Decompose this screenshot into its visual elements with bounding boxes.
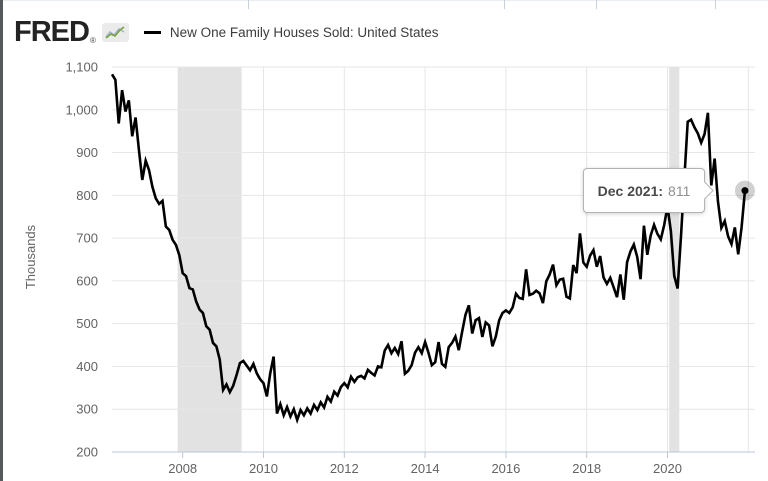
x-axis-tick-label: 2020 bbox=[653, 461, 682, 476]
y-axis-tick-label: 400 bbox=[76, 359, 98, 374]
y-axis-tick-label: 800 bbox=[76, 188, 98, 203]
y-axis-tick-label: 1,000 bbox=[65, 102, 98, 117]
x-axis-tick-label: 2014 bbox=[411, 461, 440, 476]
data-point-dot[interactable] bbox=[741, 187, 749, 195]
y-axis-tick-label: 500 bbox=[76, 316, 98, 331]
x-axis-tick-label: 2012 bbox=[330, 461, 359, 476]
recession-band bbox=[177, 67, 242, 452]
chart-header: FRED ® New One Family Houses Sold: Unite… bbox=[14, 15, 438, 49]
fred-logo[interactable]: FRED bbox=[14, 16, 90, 48]
x-axis-tick-label: 2008 bbox=[168, 461, 197, 476]
data-line-series[interactable] bbox=[110, 73, 747, 425]
x-axis-tick-label: 2016 bbox=[491, 461, 520, 476]
top-edge-tick bbox=[248, 0, 249, 9]
top-edge-tick bbox=[596, 0, 597, 9]
x-axis-tick-label: 2018 bbox=[572, 461, 601, 476]
y-axis-tick-label: 700 bbox=[76, 231, 98, 246]
y-axis-tick-label: 600 bbox=[76, 273, 98, 288]
top-edge-tick bbox=[504, 0, 505, 9]
data-tooltip: Dec 2021: 811 bbox=[583, 168, 714, 213]
series-legend-label[interactable]: New One Family Houses Sold: United State… bbox=[169, 24, 439, 40]
top-edge-tick bbox=[715, 0, 716, 9]
y-axis-tick-label: 200 bbox=[76, 445, 98, 460]
registered-trademark: ® bbox=[89, 36, 96, 45]
y-axis-tick-label: 900 bbox=[76, 145, 98, 160]
y-axis-tick-label: 1,100 bbox=[65, 60, 98, 75]
sparkline-chart-icon bbox=[101, 22, 129, 42]
top-divider bbox=[3, 0, 768, 1]
window-left-edge bbox=[0, 0, 3, 481]
tooltip-value: 811 bbox=[668, 182, 691, 199]
tooltip-date-label: Dec 2021: bbox=[597, 182, 664, 199]
y-axis-tick-label: 300 bbox=[76, 402, 98, 417]
legend-line-swatch bbox=[143, 30, 161, 34]
x-axis-tick-label: 2010 bbox=[249, 461, 278, 476]
